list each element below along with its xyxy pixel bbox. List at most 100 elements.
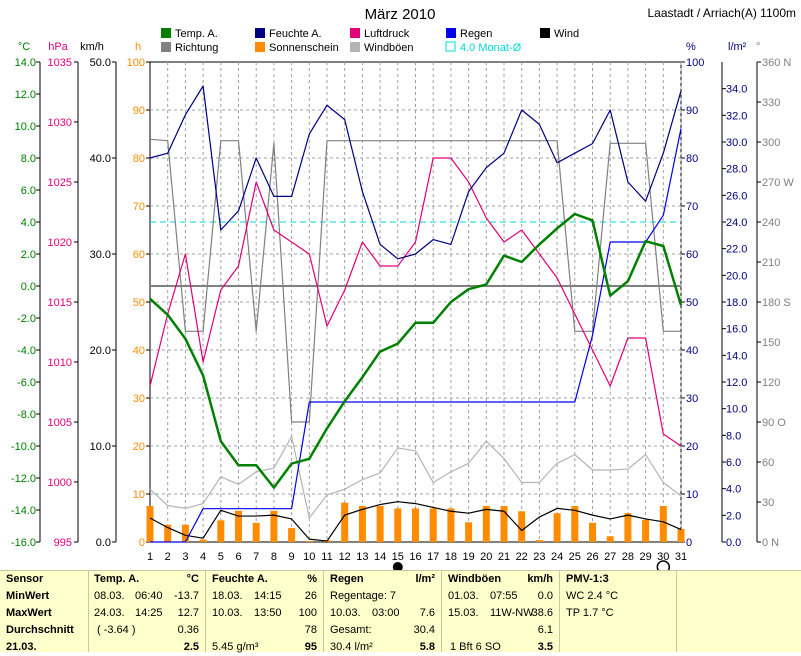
stats-temp-avg-note: ( -3.64 ): [97, 624, 136, 636]
stats-pmv-column: PMV-1:3 WC 2.4 °C TP 1.7 °C: [560, 571, 677, 652]
sunshine-bar: [270, 510, 278, 542]
stats-temp-min-time: 06:40: [135, 590, 163, 602]
axis-tick-label: -14.0: [11, 505, 36, 517]
axis-tick-label: -4.0: [17, 345, 36, 357]
axis-tick-label: 16.0: [726, 324, 747, 336]
stats-humidity-avg-value: 78: [304, 624, 317, 636]
stats-gust-min-date: 01.03.: [448, 590, 479, 602]
sunshine-bar: [677, 529, 685, 542]
sunshine-bar: [606, 536, 614, 542]
legend-label: Temp. A.: [175, 28, 218, 40]
legend-swatch: [161, 42, 171, 52]
stats-temp-day-value: 2.5: [183, 641, 199, 653]
x-tick-label: 8: [271, 551, 277, 563]
x-tick-label: 15: [392, 551, 404, 563]
axis-tick-label: 26.0: [726, 190, 747, 202]
axis-tick-label: 20.0: [90, 345, 111, 357]
axis-tick-label: 270 W: [762, 177, 794, 189]
x-tick-label: 12: [339, 551, 351, 563]
axis-tick-label: 80: [133, 153, 145, 165]
stats-temp-min-date: 08.03.: [94, 590, 125, 602]
stats-gust-header: Windböen: [448, 573, 502, 585]
axis-tick-label: 50.0: [90, 57, 111, 69]
axis-tick-label: 30: [133, 393, 145, 405]
stats-gust-unit: km/h: [527, 573, 553, 585]
stats-empty-column: [677, 571, 800, 652]
x-tick-label: 7: [253, 551, 259, 563]
x-tick-label: 30: [657, 551, 669, 563]
axis-tick-label: 14.0: [726, 350, 747, 362]
legend-swatch: [445, 41, 456, 52]
axis-tick-label: 40.0: [90, 153, 111, 165]
axis-tick-label: 120: [762, 377, 780, 389]
axis-tick-label: 300: [762, 137, 780, 149]
axis-tick-label: -10.0: [11, 441, 36, 453]
stats-humidity-max-date: 10.03.: [212, 607, 243, 619]
axis-unit-label: km/h: [80, 41, 104, 53]
stats-pmv-wc: WC 2.4 °C: [566, 590, 619, 602]
sunshine-bar: [589, 522, 596, 542]
axis-unit-label: hPa: [48, 41, 68, 53]
axis-tick-label: 150: [762, 337, 780, 349]
x-tick-label: 3: [182, 551, 188, 563]
stats-rain-column: Regen l/m² Regentage: 7 10.03. 03:00 7.6…: [324, 571, 442, 653]
stats-row-date: 21.03.: [6, 641, 37, 653]
axis-tick-label: 60: [686, 249, 698, 261]
legend-swatch: [161, 28, 171, 38]
axis-tick-label: -8.0: [17, 409, 36, 421]
stats-rain-max-value: 7.6: [419, 607, 435, 619]
axis-tick-label: 90: [133, 105, 145, 117]
axis-tick-label: 0.0: [21, 281, 36, 293]
axis-tick-label: 12.0: [15, 89, 36, 101]
stats-gust-day-value: 3.5: [537, 641, 553, 653]
axis-tick-label: 30: [762, 497, 774, 509]
sunshine-bar: [217, 520, 225, 542]
stats-temp-max-time: 14:25: [135, 607, 163, 619]
axis-tick-label: 1030: [48, 117, 72, 129]
axis-tick-label: 90 O: [762, 417, 786, 429]
weather-chart: °C14.012.010.08.06.04.02.00.0-2.0-4.0-6.…: [11, 6, 796, 570]
x-tick-label: 6: [235, 551, 241, 563]
stats-humidity-max-value: 100: [298, 607, 317, 619]
axis-tick-label: 8.0: [21, 153, 36, 165]
axis-tick-label: 360 N: [762, 57, 791, 69]
axis-unit-label: %: [686, 41, 696, 53]
sunshine-bar: [659, 506, 667, 542]
x-tick-label: 17: [427, 551, 439, 563]
stats-humidity-header: Feuchte A.: [212, 573, 268, 585]
axis-unit-label: h: [135, 41, 141, 53]
x-tick-label: 18: [445, 551, 457, 563]
axis-tick-label: 70: [686, 201, 698, 213]
stats-rain-total-value: 30.4: [413, 624, 435, 636]
sunshine-bar: [252, 522, 260, 542]
stats-rain-unit: l/m²: [415, 573, 435, 585]
axis-tick-label: 1015: [48, 297, 72, 309]
axis-tick-label: 330: [762, 97, 780, 109]
full-moon-icon: [656, 560, 671, 570]
stats-temp-header: Temp. A.: [94, 573, 140, 585]
axis-tick-label: 14.0: [15, 57, 36, 69]
axis-tick-label: 40: [686, 345, 698, 357]
stats-humidity-min-value: 26: [304, 590, 317, 602]
axis-tick-label: 1000: [48, 477, 72, 489]
stats-gust-max-date: 15.03.: [448, 607, 479, 619]
legend: Temp. A. Feuchte A. Luftdruck Regen Wind Rich…: [161, 28, 579, 54]
x-tick-label: 5: [218, 551, 224, 563]
stats-temp-avg-value: 0.36: [177, 624, 199, 636]
stats-gust-min-time: 07:55: [490, 590, 518, 602]
axis-tick-label: -16.0: [11, 537, 36, 549]
stats-humidity-day-value: 95: [304, 641, 317, 653]
axis-unit-label: °: [756, 41, 760, 53]
sunshine-bar: [571, 506, 579, 542]
axis-tick-label: 0: [686, 537, 692, 549]
axis-tick-label: 0.0: [96, 537, 111, 549]
x-tick-label: 25: [569, 551, 581, 563]
legend-label: 4.0 Monat-Ø: [460, 42, 522, 54]
statistics-panel: Sensor MinWert MaxWert Durchschnitt 21.0…: [0, 570, 801, 653]
axis-tick-label: 0 N: [762, 537, 779, 549]
series-line: [149, 501, 682, 542]
axis-tick-label: 50: [133, 297, 145, 309]
legend-swatch: [446, 28, 456, 38]
x-tick-label: 28: [622, 551, 634, 563]
axis-tick-label: 70: [133, 201, 145, 213]
